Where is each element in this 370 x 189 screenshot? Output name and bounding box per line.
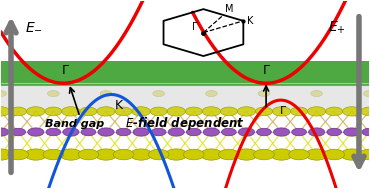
Circle shape [153, 91, 165, 97]
Circle shape [60, 149, 82, 160]
Text: $\Gamma$: $\Gamma$ [279, 104, 287, 115]
Circle shape [306, 149, 328, 160]
Circle shape [81, 128, 96, 136]
Circle shape [8, 149, 28, 160]
Circle shape [327, 128, 342, 136]
Circle shape [238, 128, 255, 136]
Circle shape [113, 149, 134, 160]
Circle shape [324, 149, 344, 160]
Circle shape [167, 107, 185, 116]
Circle shape [219, 149, 239, 160]
Circle shape [151, 128, 166, 136]
Circle shape [254, 149, 274, 160]
Circle shape [43, 149, 64, 160]
Circle shape [272, 107, 291, 116]
Circle shape [27, 107, 45, 116]
Text: Band gap: Band gap [45, 119, 104, 129]
Circle shape [97, 107, 115, 116]
Circle shape [132, 107, 150, 116]
Circle shape [343, 107, 361, 116]
Circle shape [165, 149, 187, 160]
Circle shape [344, 128, 360, 136]
Text: $\Gamma$: $\Gamma$ [191, 20, 198, 32]
Circle shape [235, 149, 258, 160]
Circle shape [309, 128, 325, 136]
Circle shape [203, 128, 219, 136]
Circle shape [292, 128, 306, 136]
Text: $\Gamma$: $\Gamma$ [61, 64, 70, 77]
Circle shape [0, 128, 9, 136]
Circle shape [133, 128, 149, 136]
Circle shape [184, 149, 204, 160]
Circle shape [11, 128, 26, 136]
Circle shape [258, 91, 270, 97]
Circle shape [45, 107, 62, 116]
Circle shape [256, 107, 272, 116]
Circle shape [63, 128, 79, 136]
Circle shape [237, 107, 256, 116]
Circle shape [200, 149, 222, 160]
Circle shape [62, 107, 80, 116]
Text: $E$-field dependent: $E$-field dependent [125, 115, 245, 132]
Circle shape [98, 128, 114, 136]
Circle shape [222, 128, 236, 136]
Circle shape [0, 149, 12, 160]
Circle shape [25, 149, 47, 160]
Circle shape [326, 107, 343, 116]
Circle shape [359, 149, 370, 160]
Circle shape [307, 107, 326, 116]
Circle shape [168, 128, 184, 136]
Circle shape [47, 91, 59, 97]
Circle shape [290, 107, 307, 116]
Text: $E_{-}$: $E_{-}$ [25, 19, 43, 33]
Text: $\Gamma$: $\Gamma$ [262, 64, 270, 77]
Text: $E_{+}$: $E_{+}$ [327, 19, 345, 36]
Circle shape [150, 107, 167, 116]
Circle shape [10, 107, 27, 116]
Circle shape [289, 149, 309, 160]
Circle shape [205, 91, 217, 97]
Circle shape [0, 107, 10, 116]
Circle shape [362, 128, 370, 136]
Text: K: K [247, 16, 253, 26]
Circle shape [257, 128, 271, 136]
Bar [1, 61, 369, 85]
Circle shape [202, 107, 221, 116]
Circle shape [46, 128, 61, 136]
Circle shape [185, 107, 202, 116]
Circle shape [270, 149, 293, 160]
Circle shape [186, 128, 201, 136]
Circle shape [148, 149, 169, 160]
Circle shape [273, 128, 290, 136]
Circle shape [115, 107, 132, 116]
Circle shape [116, 128, 131, 136]
Circle shape [361, 107, 370, 116]
Circle shape [100, 91, 112, 97]
Circle shape [28, 128, 44, 136]
Circle shape [221, 107, 238, 116]
Circle shape [341, 149, 363, 160]
Text: K: K [115, 99, 123, 112]
Circle shape [130, 149, 152, 160]
Circle shape [80, 107, 97, 116]
Circle shape [95, 149, 117, 160]
Bar [1, 61, 369, 109]
Text: M: M [225, 4, 234, 14]
Circle shape [363, 91, 370, 97]
Circle shape [78, 149, 99, 160]
Circle shape [311, 91, 323, 97]
Circle shape [0, 91, 7, 97]
